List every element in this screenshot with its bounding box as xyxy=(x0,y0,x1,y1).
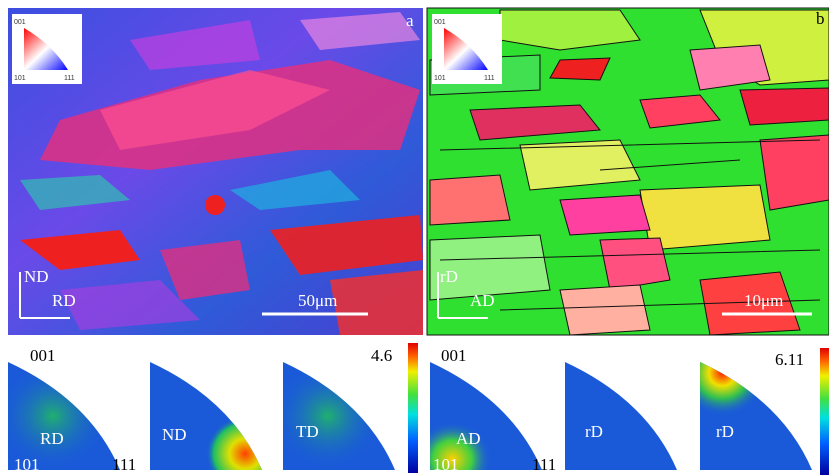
key-label: 101 xyxy=(14,75,26,82)
colorbar-max: 4.6 xyxy=(371,346,392,365)
panel-label: b xyxy=(816,9,825,28)
direction-label: rD xyxy=(716,422,734,441)
key-label: 111 xyxy=(484,75,495,82)
direction-label: rD xyxy=(585,422,603,441)
corner-label: 001 xyxy=(30,346,56,365)
direction-label: RD xyxy=(40,429,64,448)
direction-label: TD xyxy=(296,422,319,441)
corner-label: 101 xyxy=(433,455,459,474)
direction-label: AD xyxy=(456,429,481,448)
corner-label: 101 xyxy=(14,455,40,474)
key-label: 101 xyxy=(434,75,446,82)
axis-label: rD xyxy=(440,267,458,286)
corner-label: 001 xyxy=(441,346,467,365)
key-label: 001 xyxy=(14,19,26,26)
colorbar xyxy=(408,343,418,473)
figure: 001 101 111 a ND RD 50μm 001 101 111 b r… xyxy=(0,0,829,475)
key-label: 001 xyxy=(434,19,446,26)
colorbar-max: 6.11 xyxy=(775,350,804,369)
corner-label: 111 xyxy=(112,455,136,474)
key-label: 111 xyxy=(64,75,75,82)
corner-label: 111 xyxy=(532,455,556,474)
ipf-row-b xyxy=(430,348,829,475)
axis-label: AD xyxy=(470,291,495,310)
scale-bar-label: 10μm xyxy=(744,291,783,310)
axis-label: RD xyxy=(52,291,76,310)
scale-bar-label: 50μm xyxy=(298,291,337,310)
colorbar xyxy=(820,348,829,475)
panel-label: a xyxy=(406,11,414,30)
direction-label: ND xyxy=(162,425,187,444)
ipf-row-a xyxy=(8,343,418,473)
axis-label: ND xyxy=(24,267,49,286)
